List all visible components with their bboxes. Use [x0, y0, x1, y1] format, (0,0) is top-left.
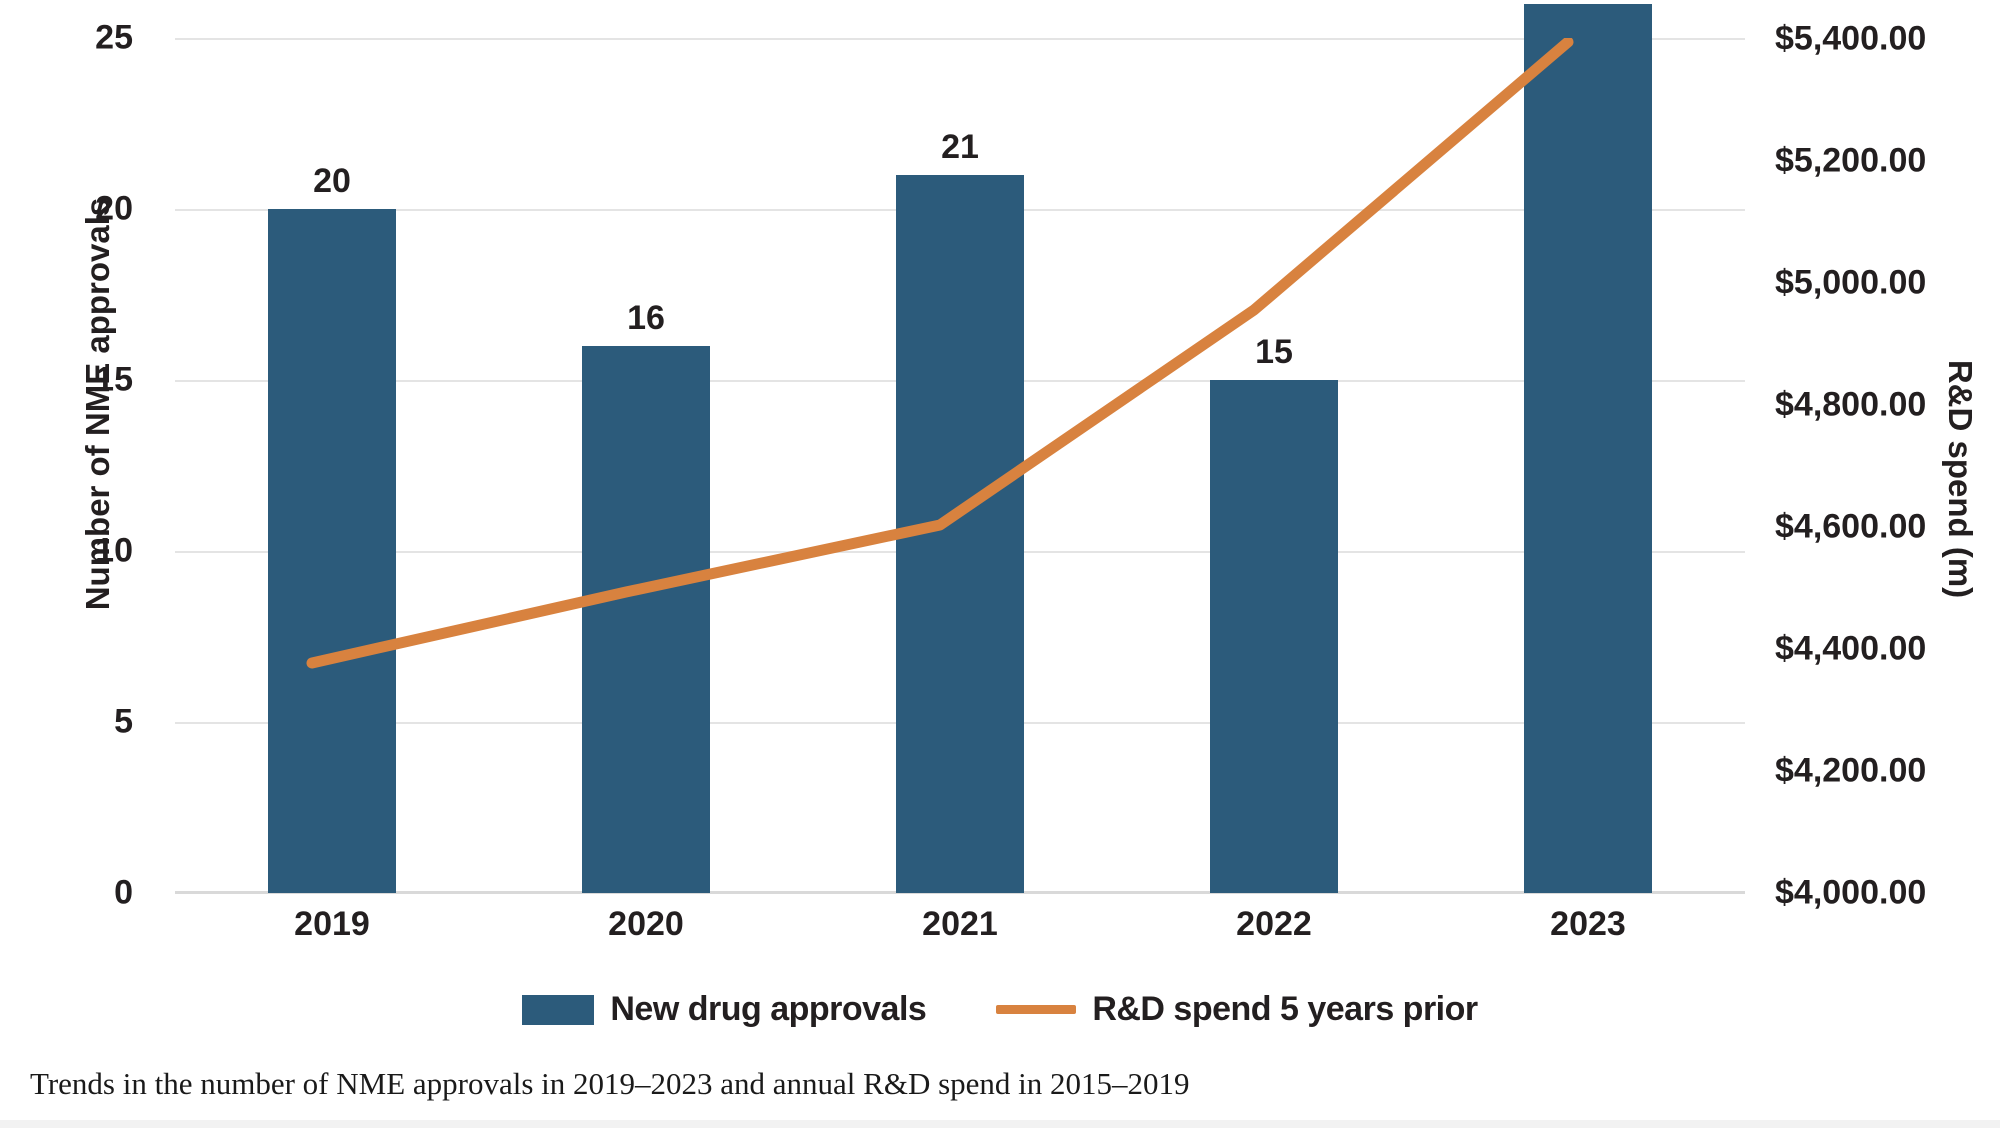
bar-slot-2022: 15 [1117, 38, 1431, 893]
left-tick-15: 15 [95, 360, 133, 399]
chart-legend: New drug approvals R&D spend 5 years pri… [0, 990, 2000, 1029]
bar-value-2019: 20 [313, 162, 351, 200]
right-tick-5200: $5,200.00 [1775, 141, 1927, 180]
bar-2021[interactable] [896, 175, 1024, 893]
figure-caption: Trends in the number of NME approvals in… [30, 1066, 1190, 1101]
bar-value-2022: 15 [1255, 333, 1293, 371]
right-tick-4600: $4,600.00 [1775, 507, 1927, 546]
x-tick-2021: 2021 [922, 905, 998, 943]
x-tick-2020: 2020 [608, 905, 684, 943]
left-tick-25: 25 [95, 18, 133, 57]
bar-slot-2020: 16 [489, 38, 803, 893]
right-tick-5000: $5,000.00 [1775, 263, 1927, 302]
right-axis-ticks: $4,000.00 $4,200.00 $4,400.00 $4,600.00 … [1775, 20, 1975, 912]
bar-2019[interactable] [268, 209, 396, 893]
line-swatch-icon [996, 1005, 1077, 1014]
bar-2022[interactable] [1210, 380, 1338, 893]
x-tick-2022: 2022 [1236, 905, 1312, 943]
right-tick-4000: $4,000.00 [1775, 873, 1927, 912]
bar-2023[interactable] [1524, 4, 1652, 893]
bar-series: 20 16 21 15 26 [175, 4, 1745, 893]
right-tick-4200: $4,200.00 [1775, 751, 1927, 790]
right-tick-4800: $4,800.00 [1775, 385, 1927, 424]
right-tick-4400: $4,400.00 [1775, 629, 1927, 668]
figure-footer-divider [0, 1120, 2000, 1128]
right-axis-title: R&D spend (m) [1942, 359, 1979, 599]
right-tick-5400: $5,400.00 [1775, 19, 1927, 58]
left-tick-5: 5 [114, 702, 133, 741]
bar-2020[interactable] [582, 346, 710, 893]
left-tick-20: 20 [95, 189, 133, 228]
bar-swatch-icon [522, 994, 595, 1025]
legend-item-rd-spend[interactable]: R&D spend 5 years prior [996, 990, 1478, 1029]
x-tick-2019: 2019 [294, 905, 370, 943]
x-tick-2023: 2023 [1550, 905, 1626, 943]
bar-slot-2021: 21 [803, 38, 1117, 893]
bar-value-2020: 16 [627, 299, 665, 337]
bar-slot-2023: 26 [1431, 4, 1745, 893]
x-axis-ticks: 2019 2020 2021 2022 2023 [175, 905, 1745, 965]
left-tick-0: 0 [114, 873, 133, 912]
left-tick-10: 10 [95, 531, 133, 570]
legend-label-new-drug-approvals: New drug approvals [610, 990, 927, 1028]
left-axis-ticks: 0 5 10 15 20 25 [0, 19, 175, 912]
bar-slot-2019: 20 [175, 38, 489, 893]
legend-label-rd-spend: R&D spend 5 years prior [1092, 990, 1478, 1028]
plot-area: 20 16 21 15 26 [175, 4, 1745, 894]
right-axis-title-container: R&D spend (m) [1930, 230, 1990, 730]
legend-item-new-drug-approvals[interactable]: New drug approvals [522, 990, 927, 1029]
bar-value-2021: 21 [941, 128, 979, 166]
